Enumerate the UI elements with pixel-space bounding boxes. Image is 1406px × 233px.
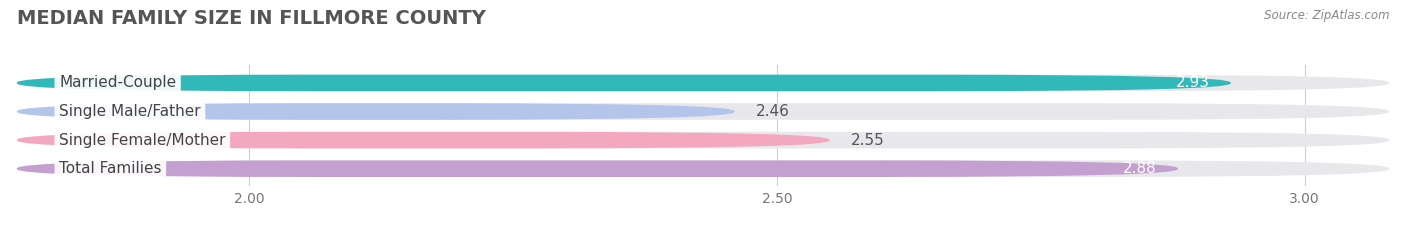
Text: Single Female/Mother: Single Female/Mother	[59, 133, 225, 148]
Text: Married-Couple: Married-Couple	[59, 75, 176, 90]
FancyBboxPatch shape	[17, 103, 1389, 120]
FancyBboxPatch shape	[17, 103, 735, 120]
Text: 2.93: 2.93	[1175, 75, 1209, 90]
Text: 2.55: 2.55	[851, 133, 884, 148]
Text: Source: ZipAtlas.com: Source: ZipAtlas.com	[1264, 9, 1389, 22]
FancyBboxPatch shape	[17, 132, 830, 148]
FancyBboxPatch shape	[17, 160, 1389, 177]
FancyBboxPatch shape	[17, 160, 1178, 177]
Text: Single Male/Father: Single Male/Father	[59, 104, 201, 119]
Text: Total Families: Total Families	[59, 161, 162, 176]
FancyBboxPatch shape	[17, 75, 1389, 91]
Text: 2.88: 2.88	[1123, 161, 1157, 176]
FancyBboxPatch shape	[17, 75, 1230, 91]
FancyBboxPatch shape	[17, 132, 1389, 148]
Text: 2.46: 2.46	[756, 104, 790, 119]
Text: MEDIAN FAMILY SIZE IN FILLMORE COUNTY: MEDIAN FAMILY SIZE IN FILLMORE COUNTY	[17, 9, 485, 28]
